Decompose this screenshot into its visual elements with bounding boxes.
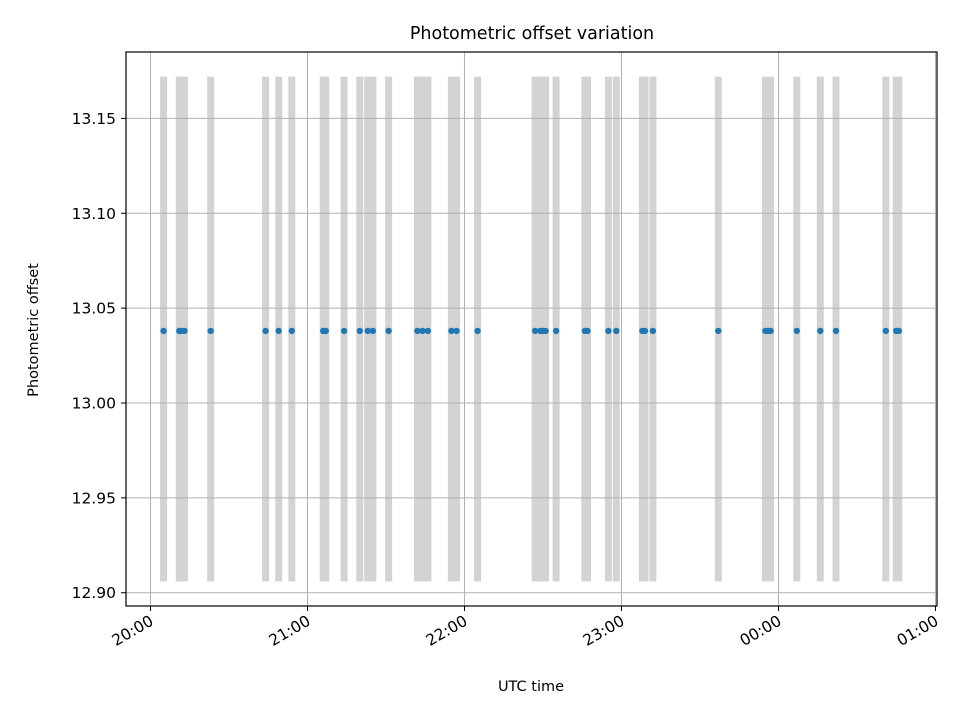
y-tick-label: 13.05 <box>72 300 116 318</box>
y-tick-label: 13.10 <box>72 205 116 223</box>
data-point <box>793 327 800 335</box>
data-point <box>448 327 455 335</box>
data-point <box>275 327 282 335</box>
chart-title: Photometric offset variation <box>410 24 654 44</box>
y-tick-label: 13.00 <box>72 394 116 412</box>
data-point <box>817 327 824 335</box>
data-point <box>531 327 539 335</box>
data-point <box>369 327 377 335</box>
y-axis-label: Photometric offset <box>26 263 42 397</box>
data-point <box>641 327 649 335</box>
y-axis-ticks: 12.90 12.95 13.00 13.05 13.10 13.15 <box>72 110 126 602</box>
y-tick-label: 13.15 <box>72 110 116 128</box>
data-point <box>882 327 889 335</box>
data-point <box>613 327 620 335</box>
y-tick-label: 12.95 <box>72 489 116 507</box>
gridlines <box>126 52 937 606</box>
data-point <box>895 327 902 335</box>
data-point <box>552 327 560 335</box>
data-point <box>832 327 840 335</box>
x-axis-label: UTC time <box>498 679 564 695</box>
data-point <box>424 327 432 335</box>
y-tick-label: 12.90 <box>72 584 116 602</box>
data-point <box>605 327 612 335</box>
data-point <box>474 327 481 335</box>
data-point <box>356 327 363 335</box>
data-point <box>364 327 371 335</box>
data-points <box>160 327 902 335</box>
data-point <box>584 327 591 335</box>
data-point <box>207 327 214 335</box>
plot-frame <box>125 51 938 607</box>
data-point <box>288 327 295 335</box>
data-point <box>715 327 722 335</box>
data-point <box>649 327 657 335</box>
data-point <box>767 327 774 335</box>
data-point <box>262 327 269 335</box>
data-point <box>322 327 329 335</box>
data-point <box>453 327 460 335</box>
data-point <box>385 327 392 335</box>
data-point <box>542 327 549 335</box>
data-point <box>160 327 167 335</box>
data-point <box>419 327 426 335</box>
data-point <box>181 327 188 335</box>
data-point <box>414 327 421 335</box>
data-point <box>340 327 348 335</box>
